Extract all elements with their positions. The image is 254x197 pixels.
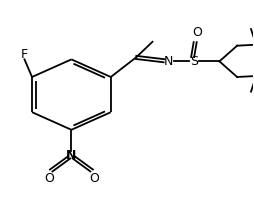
Text: N: N: [164, 55, 173, 68]
Text: O: O: [89, 172, 99, 185]
Text: O: O: [192, 26, 202, 39]
Text: N: N: [66, 149, 77, 162]
Text: O: O: [44, 172, 54, 185]
Text: F: F: [21, 48, 28, 61]
Text: S: S: [190, 55, 198, 68]
